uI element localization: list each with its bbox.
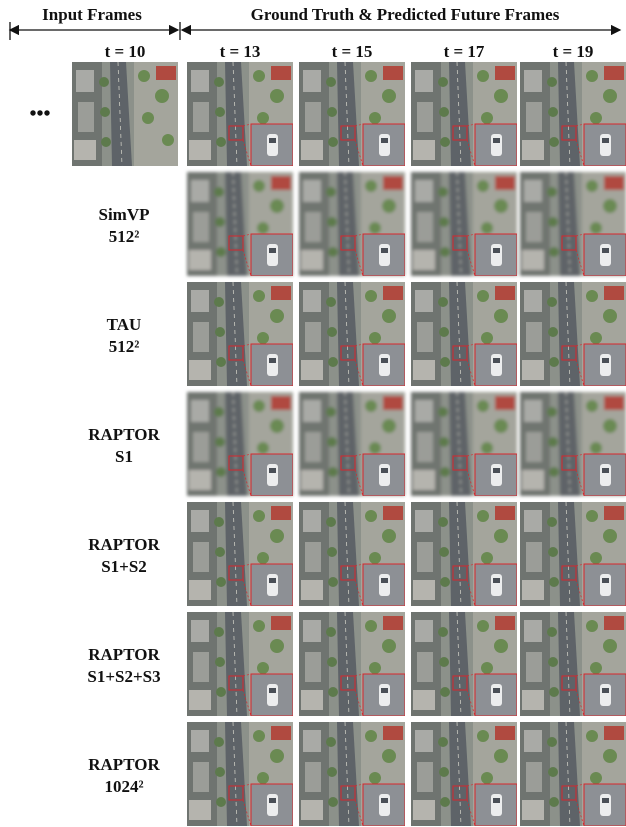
method-label-line: 512²	[109, 337, 140, 356]
frame-image	[520, 62, 626, 166]
frame-image	[299, 62, 405, 166]
frame-image	[72, 62, 178, 166]
frame-image	[411, 722, 517, 826]
method-label-line: S1+S2+S3	[87, 667, 160, 686]
frame-image	[187, 502, 293, 606]
method-label-line: RAPTOR	[88, 755, 160, 774]
frame-image	[299, 172, 405, 276]
frame-image	[187, 612, 293, 716]
method-label-line: TAU	[107, 315, 142, 334]
method-label: RAPTOR 1024²	[88, 755, 160, 796]
frame-image	[411, 172, 517, 276]
input-header: Input Frames	[42, 5, 142, 24]
frame-image	[299, 502, 405, 606]
frame-image	[299, 392, 405, 496]
method-label-line: SimVP	[99, 205, 150, 224]
frame-image	[520, 502, 626, 606]
method-label: RAPTOR S1	[88, 425, 160, 466]
method-label: TAU 512²	[107, 315, 142, 356]
frame-image	[520, 392, 626, 496]
frame-image	[411, 502, 517, 606]
column-label: t = 17	[444, 42, 485, 61]
method-label-line: RAPTOR	[88, 645, 160, 664]
column-label: t = 13	[220, 42, 261, 61]
method-label-line: S1	[115, 447, 133, 466]
frame-image	[520, 282, 626, 386]
method-label: SimVP 512²	[99, 205, 150, 246]
frame-image	[520, 172, 626, 276]
method-label-line: RAPTOR	[88, 535, 160, 554]
frame-image	[187, 392, 293, 496]
column-label: t = 10	[105, 42, 146, 61]
frame-image	[411, 392, 517, 496]
frame-image	[299, 612, 405, 716]
frame-image	[187, 722, 293, 826]
frame-image	[187, 62, 293, 166]
method-label-line: 512²	[109, 227, 140, 246]
frame-image	[299, 282, 405, 386]
figure: Input Frames Ground Truth & Predicted Fu…	[0, 0, 626, 827]
scene	[72, 62, 178, 166]
frame-image	[520, 722, 626, 826]
frame-image	[411, 282, 517, 386]
frame-image	[411, 612, 517, 716]
column-label: t = 15	[332, 42, 373, 61]
method-label-line: RAPTOR	[88, 425, 160, 444]
frame-image	[520, 612, 626, 716]
method-label: RAPTOR S1+S2	[88, 535, 160, 576]
ellipsis: •••	[29, 103, 50, 125]
method-label-line: 1024²	[104, 777, 143, 796]
frame-image	[299, 722, 405, 826]
method-label-line: S1+S2	[101, 557, 147, 576]
frame-image	[187, 282, 293, 386]
output-header: Ground Truth & Predicted Future Frames	[251, 5, 560, 24]
method-label: RAPTOR S1+S2+S3	[87, 645, 160, 686]
frame-image	[411, 62, 517, 166]
column-label: t = 19	[553, 42, 594, 61]
frame-image	[187, 172, 293, 276]
